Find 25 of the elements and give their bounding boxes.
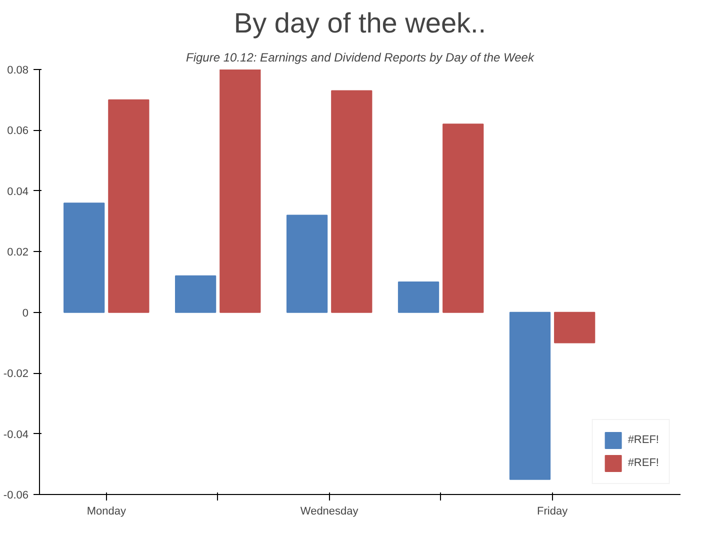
bar: [220, 70, 261, 313]
y-tick-label: 0.06: [7, 125, 29, 138]
x-tick-label: Monday: [86, 506, 126, 518]
bar: [398, 282, 440, 313]
legend-label: #REF!: [628, 434, 659, 446]
y-tick-label: -0.06: [3, 490, 29, 502]
y-tick-label: 0.08: [7, 64, 29, 76]
y-tick-label: -0.02: [3, 368, 29, 380]
bar: [442, 124, 484, 313]
bar: [64, 202, 105, 313]
bar: [331, 90, 372, 313]
legend-label: #REF!: [628, 457, 659, 469]
chart-title: By day of the week..: [234, 8, 486, 38]
y-tick-label: -0.04: [3, 428, 29, 441]
x-tick-label: Friday: [537, 506, 568, 518]
bar: [286, 214, 328, 313]
bar: [108, 99, 150, 313]
bar: [554, 312, 596, 344]
y-tick-label: 0: [22, 307, 29, 320]
y-tick-label: 0.04: [7, 186, 29, 198]
bar: [509, 312, 551, 480]
y-tick-label: 0.02: [7, 246, 29, 259]
chart-subtitle: Figure 10.12: Earnings and Dividend Reports by Day of the Week: [186, 50, 535, 64]
bar: [175, 275, 216, 313]
x-tick-label: Wednesday: [300, 506, 359, 518]
